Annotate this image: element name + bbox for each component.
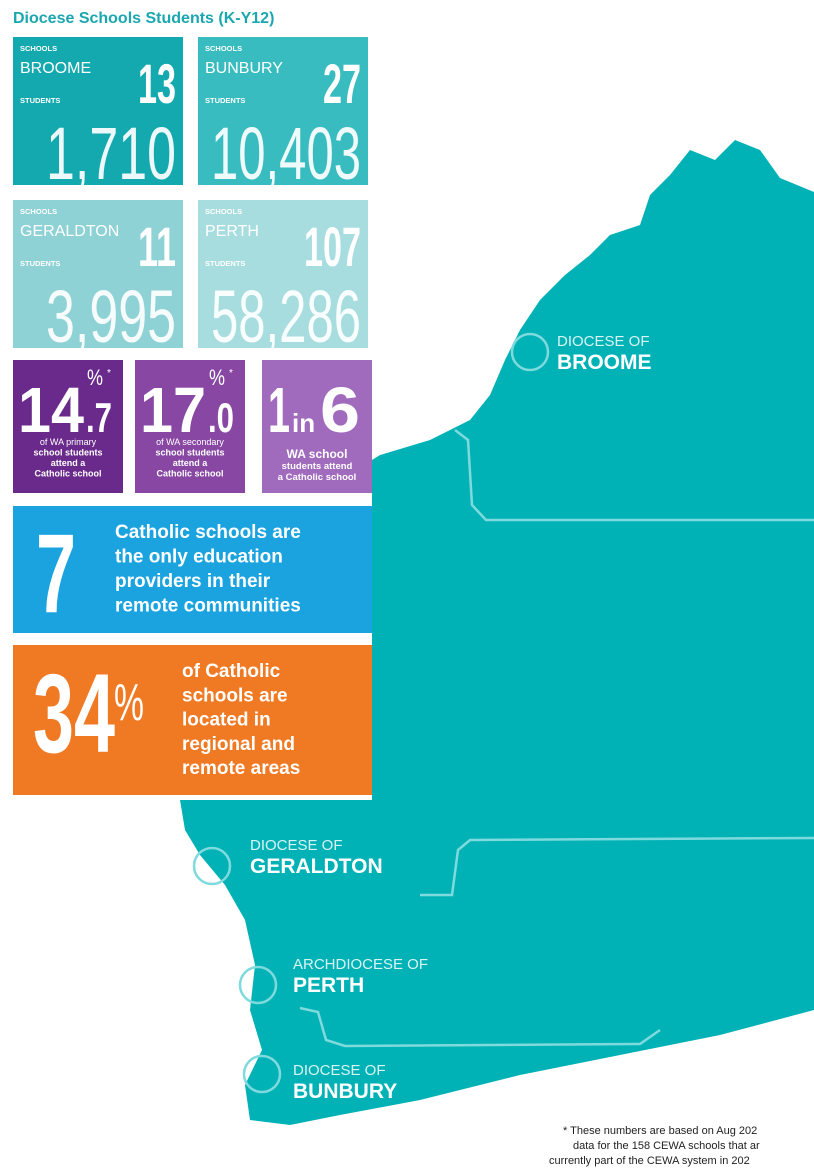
share-text: Catholic school	[34, 469, 101, 479]
diocese-tile	[198, 37, 368, 185]
share-text: of WA secondary	[156, 437, 224, 447]
map-label-prefix: DIOCESE OF	[250, 837, 343, 854]
schools-count: 107	[304, 215, 361, 278]
share-text: Catholic school	[156, 469, 223, 479]
map-label-prefix: DIOCESE OF	[557, 333, 650, 350]
students-count: 58,286	[211, 275, 361, 358]
map-label-name: GERALDTON	[250, 855, 383, 878]
share-text: school students	[155, 448, 224, 458]
regional-text: schools are	[182, 685, 288, 706]
students-count: 10,403	[211, 112, 361, 195]
diocese-name: BUNBURY	[205, 60, 283, 77]
map-label-prefix: ARCHDIOCESE OF	[293, 956, 428, 973]
map-label-name: BUNBURY	[293, 1080, 397, 1103]
boundary-line	[454, 429, 814, 522]
ratio-first: 1	[268, 374, 290, 446]
providers-text: remote communities	[115, 596, 301, 617]
regional-text: located in	[182, 710, 271, 731]
map-label-prefix: DIOCESE OF	[293, 1062, 386, 1079]
providers-text: Catholic schools are	[115, 522, 301, 543]
schools-count: 13	[138, 52, 176, 115]
ratio-last: 6	[320, 374, 360, 446]
providers-text: the only education	[115, 547, 283, 568]
ratio-text: students attend	[282, 461, 353, 472]
regional-tile	[13, 645, 372, 795]
ratio-text: a Catholic school	[278, 472, 357, 483]
share-note: *	[107, 368, 111, 379]
schools-label: SCHOOLS	[205, 44, 242, 53]
map-label-name: BROOME	[557, 351, 652, 374]
ratio-middle: in	[292, 408, 315, 438]
share-fraction: .7	[86, 394, 112, 441]
schools-count: 27	[323, 52, 361, 115]
providers-text: providers in their	[115, 571, 271, 592]
location-ring	[242, 1054, 282, 1094]
regional-text: remote areas	[182, 758, 300, 779]
students-count: 3,995	[46, 275, 176, 358]
regional-text: of Catholic	[182, 661, 281, 682]
share-note: *	[229, 368, 233, 379]
share-text: attend a	[173, 458, 209, 468]
providers-number: 7	[36, 511, 76, 636]
footnote: currently part of the CEWA system in 202	[549, 1155, 750, 1167]
diocese-tile	[13, 37, 183, 185]
share-unit: %	[87, 365, 103, 390]
location-ring	[238, 965, 278, 1005]
diocese-tile	[13, 200, 183, 348]
diocese-tile	[198, 200, 368, 348]
students-label: STUDENTS	[20, 259, 60, 268]
students-count: 1,710	[46, 112, 176, 195]
share-unit: %	[209, 365, 225, 390]
share-text: of WA primary	[40, 437, 97, 447]
share-tile	[13, 360, 123, 493]
share-whole: 17	[140, 374, 206, 446]
diocese-name: GERALDTON	[20, 223, 119, 240]
regional-unit: %	[114, 674, 144, 732]
schools-label: SCHOOLS	[205, 207, 242, 216]
map	[180, 140, 814, 1125]
boundary-line	[299, 1006, 661, 1048]
schools-label: SCHOOLS	[20, 207, 57, 216]
share-fraction: .0	[208, 394, 234, 441]
boundaries	[192, 332, 814, 1094]
footnote: * These numbers are based on Aug 202	[563, 1125, 757, 1137]
map-label-name: PERTH	[293, 974, 364, 997]
diocese-name: BROOME	[20, 60, 91, 77]
schools-label: SCHOOLS	[20, 44, 57, 53]
location-ring	[192, 846, 232, 886]
regional-text: regional and	[182, 734, 295, 755]
ratio-tile	[262, 360, 372, 493]
ratio-text: WA school	[287, 447, 348, 461]
footnote: data for the 158 CEWA schools that ar	[573, 1140, 760, 1152]
share-tile	[135, 360, 245, 493]
providers-tile	[13, 506, 372, 633]
share-text: school students	[33, 448, 102, 458]
share-text: attend a	[51, 458, 87, 468]
title: Diocese Schools Students (K-Y12)	[13, 10, 274, 27]
regional-number: 34	[33, 651, 115, 776]
share-whole: 14	[18, 374, 84, 446]
schools-count: 11	[138, 215, 176, 278]
location-ring	[510, 332, 550, 372]
diocese-name: PERTH	[205, 223, 259, 240]
students-label: STUDENTS	[205, 259, 245, 268]
students-label: STUDENTS	[205, 96, 245, 105]
students-label: STUDENTS	[20, 96, 60, 105]
boundary-line	[420, 836, 814, 897]
